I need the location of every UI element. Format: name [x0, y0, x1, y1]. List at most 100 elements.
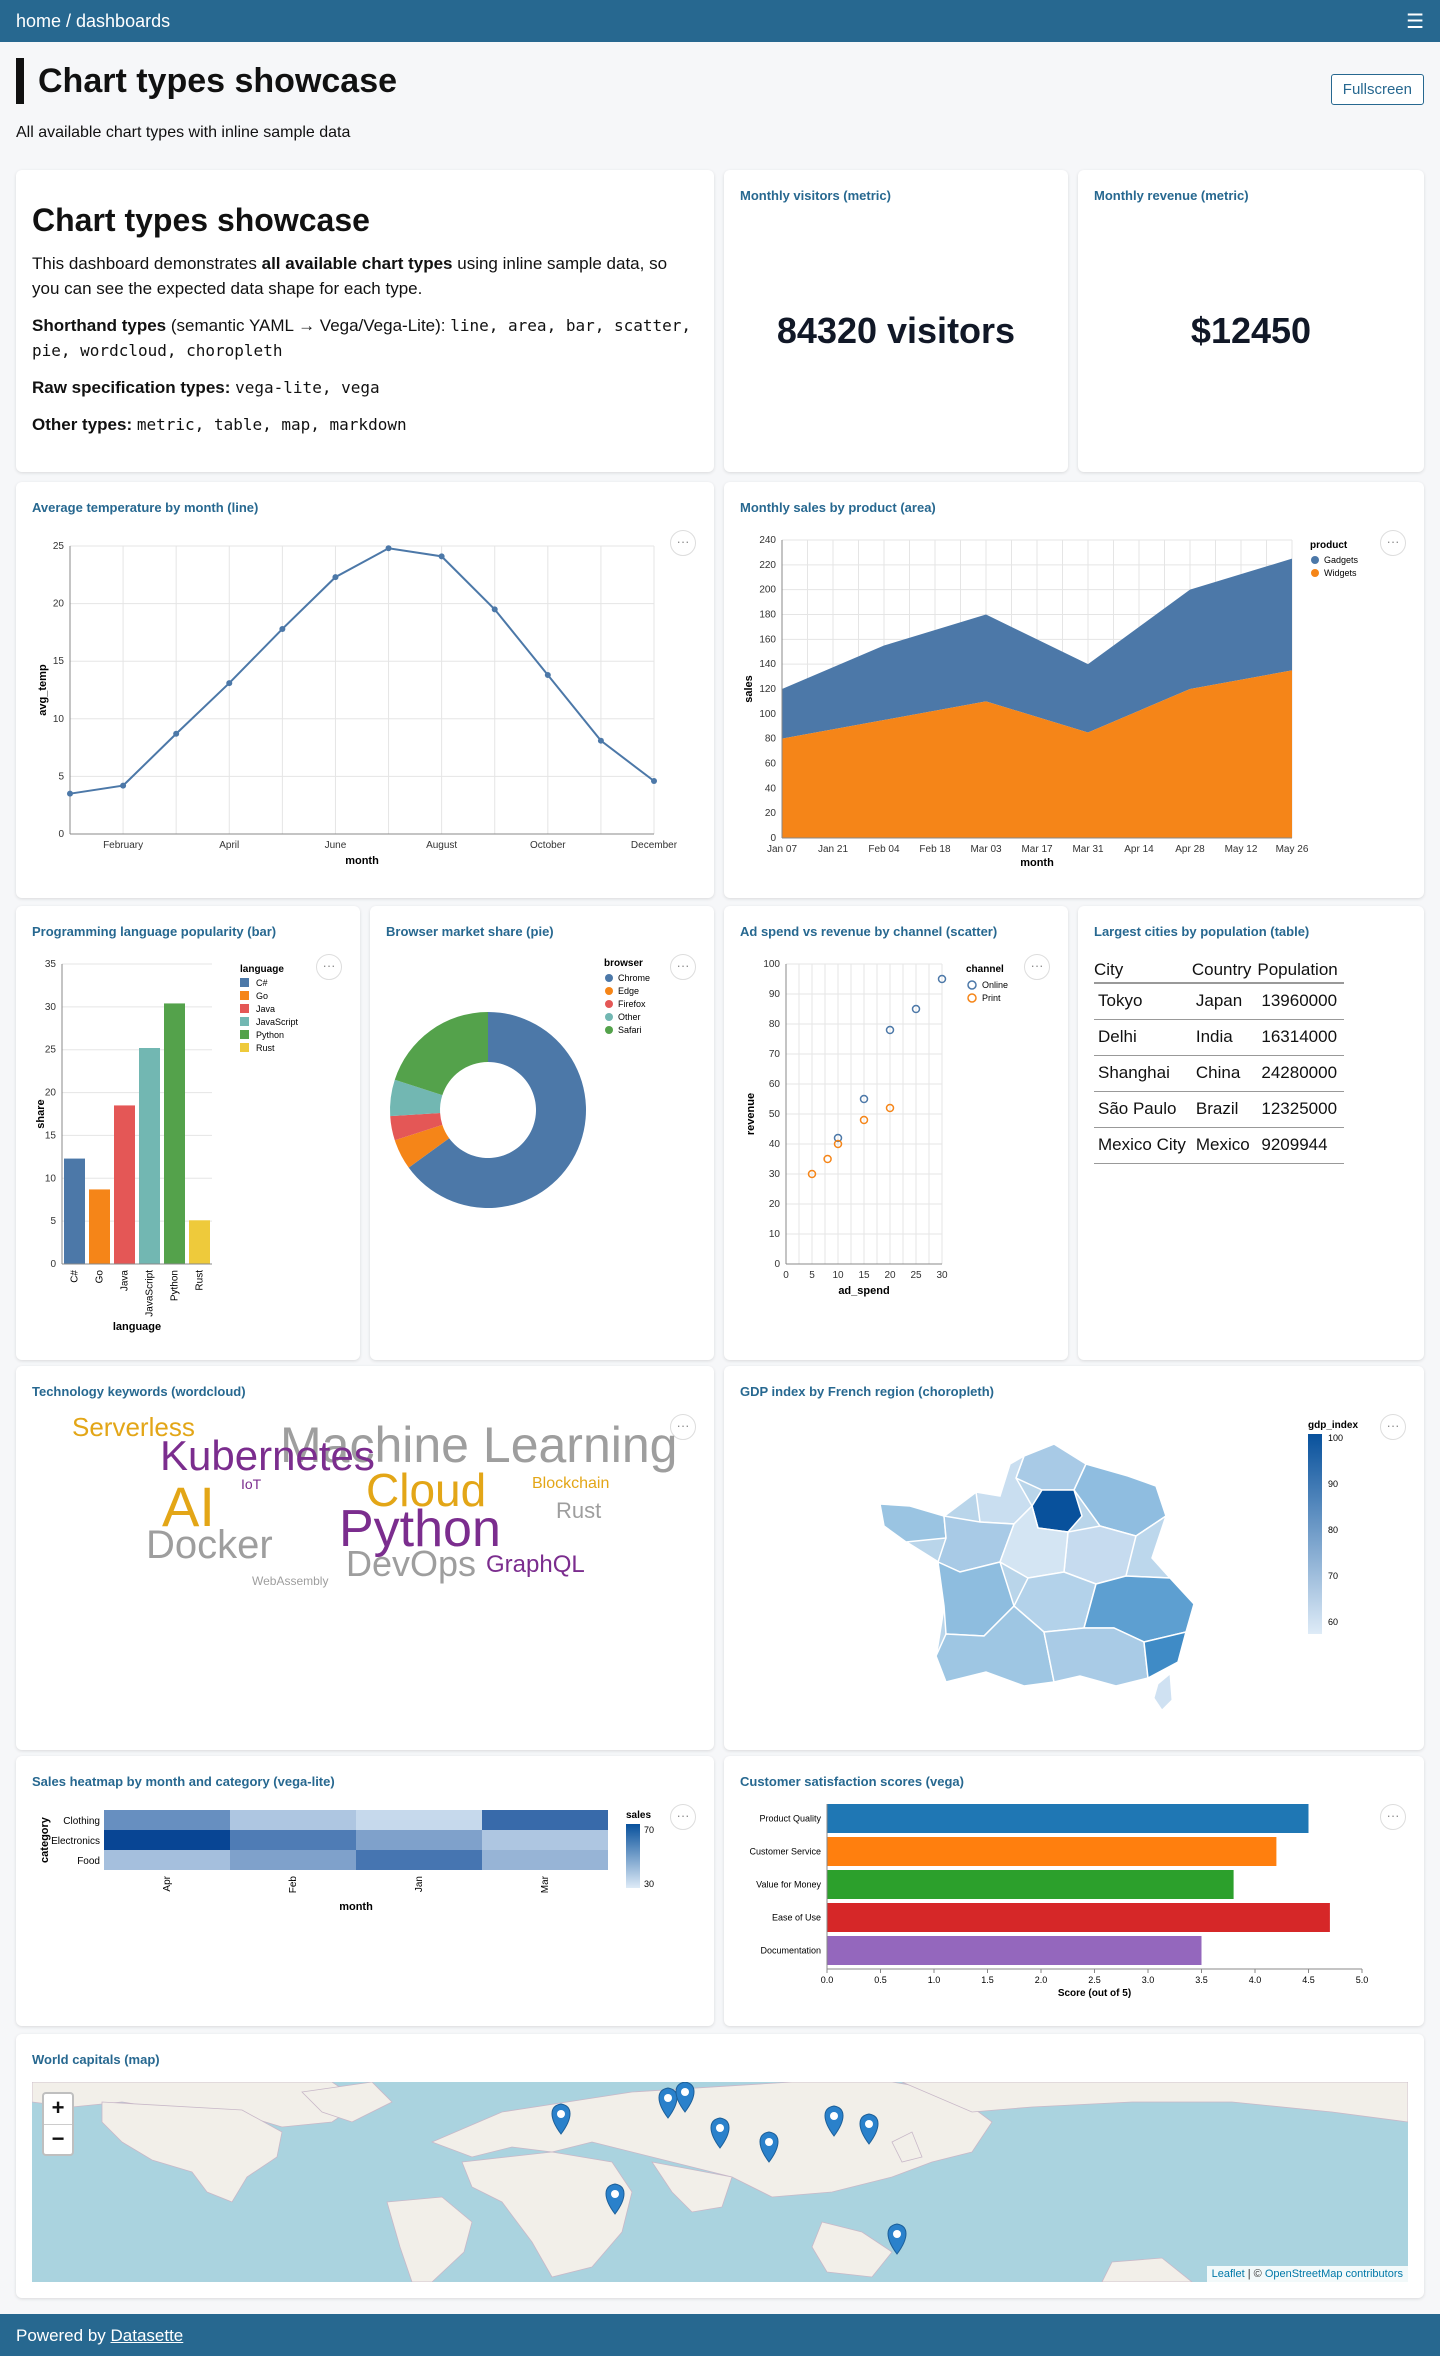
table-cell: Delhi [1094, 1019, 1192, 1056]
map-marker-icon [658, 2087, 678, 2119]
markdown-paragraph-4: Other types: metric, table, map, markdow… [32, 415, 407, 434]
metric-value: $12450 [1190, 310, 1312, 351]
y-tick-label: Customer Service [749, 1847, 821, 1857]
y-axis-title: revenue [745, 1093, 757, 1135]
heat-cell [356, 1850, 482, 1870]
map-marker-icon [759, 2131, 779, 2163]
table-cell: Brazil [1191, 1091, 1258, 1128]
legend-gradient [1308, 1434, 1322, 1634]
fullscreen-button[interactable]: Fullscreen [1330, 74, 1424, 105]
data-point [332, 574, 339, 581]
bar [827, 1936, 1202, 1965]
heat-cell [104, 1830, 230, 1850]
data-point [807, 1169, 817, 1179]
data-point [833, 1133, 843, 1143]
area-gadgets [782, 558, 1292, 739]
x-axis-title: month [339, 1901, 373, 1913]
legend-tick-label: 100 [1328, 1433, 1343, 1443]
card-title: Technology keywords (wordcloud) [32, 1384, 246, 1399]
data-point [491, 606, 498, 613]
chart-actions-menu-icon[interactable]: ··· [1380, 530, 1406, 556]
bar [189, 1220, 210, 1264]
x-tick-label: 15 [858, 1270, 870, 1281]
zoom-control: + − [42, 2092, 74, 2156]
y-tick-label: 200 [759, 585, 776, 596]
chart-actions-menu-icon[interactable]: ··· [670, 1804, 696, 1830]
zoom-out-button[interactable]: − [44, 2124, 72, 2154]
legend-symbol [240, 1017, 249, 1026]
heat-cell [230, 1810, 356, 1830]
datasette-link[interactable]: Datasette [110, 2326, 184, 2345]
region [935, 1604, 1055, 1687]
world-basemap[interactable] [32, 2082, 1408, 2282]
data-point [544, 672, 551, 679]
heat-cell [104, 1850, 230, 1870]
y-tick-label: 20 [769, 1199, 781, 1210]
zoom-in-button[interactable]: + [51, 2095, 65, 2120]
legend-title: gdp_index [1308, 1420, 1358, 1431]
x-tick-label: 30 [936, 1270, 948, 1281]
heat-cell [356, 1810, 482, 1830]
y-tick-label: 120 [759, 684, 776, 695]
table-cell: Mexico City [1094, 1127, 1192, 1164]
map-attribution: Leaflet | © OpenStreetMap contributors [1206, 2266, 1408, 2282]
bar [114, 1105, 135, 1264]
pie-slice [394, 1124, 450, 1168]
legend-symbol [605, 974, 613, 982]
heat-cell [482, 1810, 608, 1830]
data-point [651, 778, 657, 785]
chart-actions-menu-icon[interactable]: ··· [670, 1414, 696, 1440]
table-row: Shanghai China 24280000 [1094, 1055, 1344, 1092]
legend-label: Rust [256, 1043, 275, 1053]
legend-label: Gadgets [1324, 555, 1359, 565]
table-cell: China [1191, 1055, 1258, 1092]
word: Machine Learning [280, 1417, 678, 1473]
markdown-content: Chart types showcase This dashboard demo… [32, 204, 698, 449]
word: Serverless [72, 1412, 195, 1442]
x-tick-label: Apr 14 [1124, 844, 1154, 855]
x-tick-label: 4.5 [1302, 1975, 1315, 1985]
region-corsica [1153, 1672, 1173, 1711]
legend-tick-label: 90 [1328, 1479, 1338, 1489]
table-cell: 12325000 [1257, 1091, 1344, 1128]
table-header-row: City Country Population [1094, 956, 1344, 984]
breadcrumb[interactable]: home / dashboards [16, 10, 171, 31]
table-cell: India [1191, 1019, 1258, 1056]
leaflet-map[interactable]: + − Leaflet | © OpenStreetMap contributo… [32, 2082, 1408, 2282]
chart-actions-menu-icon[interactable]: ··· [1380, 1414, 1406, 1440]
data-point [859, 1115, 869, 1125]
chart-actions-menu-icon[interactable]: ··· [1380, 1804, 1406, 1830]
osm-link[interactable]: OpenStreetMap contributors [1264, 2268, 1403, 2280]
y-tick-label: Ease of Use [772, 1913, 821, 1923]
chart-actions-menu-icon[interactable]: ··· [670, 530, 696, 556]
data-point [885, 1103, 895, 1113]
y-tick-label: 20 [45, 1088, 57, 1099]
leaflet-link[interactable]: Leaflet [1211, 2268, 1245, 2280]
chart-actions-menu-icon[interactable]: ··· [316, 954, 342, 980]
chart-actions-menu-icon[interactable]: ··· [670, 954, 696, 980]
y-tick-label: 50 [769, 1109, 781, 1120]
y-tick-label: 160 [759, 634, 776, 645]
table-cell: Tokyo [1094, 983, 1192, 1020]
hamburger-icon[interactable]: ☰ [1406, 10, 1424, 33]
region [1031, 1489, 1083, 1533]
chart-actions-menu-icon[interactable]: ··· [1024, 954, 1050, 980]
map-marker-dot [664, 2094, 672, 2102]
y-tick-label: 70 [769, 1049, 781, 1060]
map-marker-icon [887, 2223, 907, 2255]
cities-table-card: Largest cities by population (table) Cit… [1078, 906, 1424, 1360]
word: Blockchain [532, 1475, 609, 1492]
land-mass [461, 2151, 633, 2278]
y-axis-title: category [39, 1816, 51, 1863]
x-tick-label: JavaScript [145, 1270, 156, 1317]
y-tick-label: Product Quality [759, 1814, 821, 1824]
data-point [385, 545, 392, 552]
x-tick-label: 1.0 [928, 1975, 941, 1985]
card-title: World capitals (map) [32, 2052, 160, 2067]
table-row: Delhi India 16314000 [1094, 1019, 1344, 1056]
legend-label: Go [256, 991, 268, 1001]
x-tick-label: 5 [809, 1270, 815, 1281]
land-mass [101, 2101, 283, 2203]
intro-markdown-card: Chart types showcase This dashboard demo… [16, 170, 714, 472]
